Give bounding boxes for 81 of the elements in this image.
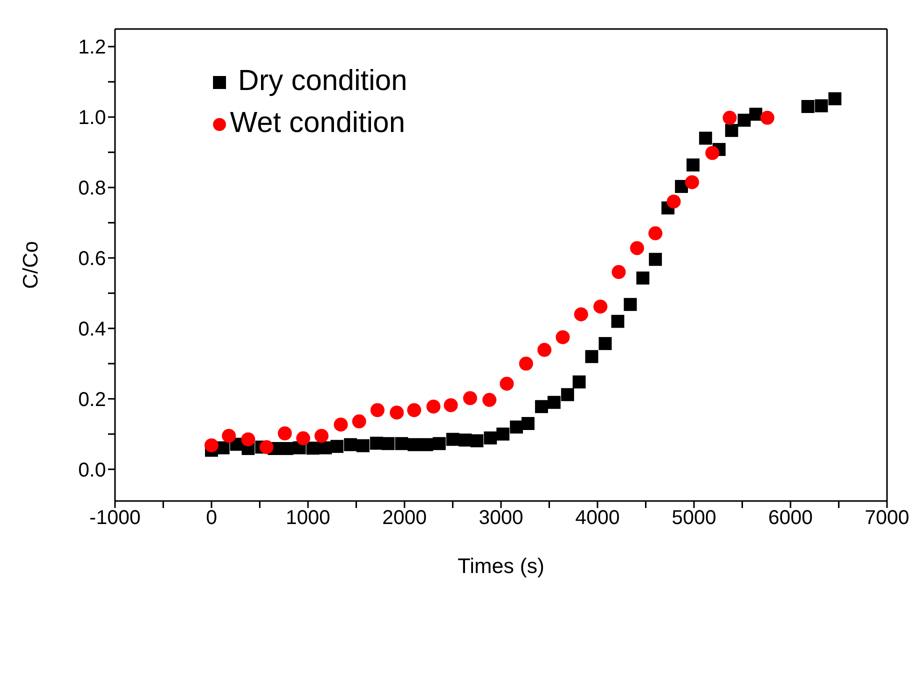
point bbox=[666, 194, 681, 209]
point bbox=[636, 272, 650, 285]
point bbox=[760, 110, 774, 125]
legend-label: Dry condition bbox=[237, 65, 408, 97]
y-tick-label: 1.2 bbox=[78, 36, 106, 59]
point bbox=[561, 388, 574, 402]
point bbox=[407, 403, 422, 418]
point bbox=[749, 108, 762, 121]
point bbox=[828, 92, 842, 106]
point bbox=[556, 330, 570, 344]
x-tick-label: -1000 bbox=[89, 507, 141, 530]
x-tick-label: 2000 bbox=[382, 507, 427, 530]
point bbox=[444, 398, 458, 412]
point bbox=[370, 403, 384, 418]
point bbox=[593, 300, 608, 314]
x-tick-label: 6000 bbox=[768, 507, 813, 530]
y-tick-label: 0.4 bbox=[78, 318, 106, 341]
y-tick-label: 0.2 bbox=[78, 388, 106, 411]
point bbox=[548, 396, 561, 409]
point bbox=[432, 437, 446, 450]
point bbox=[686, 158, 700, 172]
point bbox=[306, 442, 320, 455]
point bbox=[500, 376, 514, 391]
y-tick-label: 1.0 bbox=[78, 107, 106, 130]
point bbox=[705, 146, 720, 160]
point bbox=[624, 298, 637, 311]
point bbox=[395, 437, 408, 450]
point bbox=[470, 434, 484, 448]
point bbox=[648, 252, 662, 266]
point bbox=[585, 350, 598, 364]
x-tick-label: 1000 bbox=[286, 507, 330, 530]
point bbox=[446, 432, 460, 446]
point bbox=[510, 420, 523, 434]
point bbox=[738, 114, 751, 127]
point bbox=[496, 428, 510, 441]
point bbox=[535, 400, 548, 414]
point bbox=[612, 265, 626, 280]
point bbox=[463, 391, 478, 406]
point bbox=[484, 431, 497, 444]
point bbox=[241, 432, 256, 446]
point bbox=[814, 99, 828, 112]
point bbox=[296, 431, 310, 446]
x-axis-title: Times (s) bbox=[458, 555, 544, 578]
point bbox=[522, 417, 535, 430]
point bbox=[572, 375, 586, 388]
point bbox=[334, 418, 348, 432]
point bbox=[722, 110, 737, 125]
point bbox=[482, 392, 496, 407]
point bbox=[260, 440, 274, 454]
point bbox=[222, 428, 236, 443]
point bbox=[648, 226, 662, 240]
point bbox=[382, 437, 395, 450]
x-tick-label: 3000 bbox=[478, 507, 524, 530]
point bbox=[537, 342, 552, 357]
point bbox=[685, 175, 700, 190]
x-tick-label: 4000 bbox=[575, 507, 620, 530]
y-axis-title: C/Co bbox=[19, 241, 42, 289]
point bbox=[630, 241, 644, 256]
x-tick-label: 5000 bbox=[672, 507, 716, 530]
point bbox=[801, 100, 814, 113]
point bbox=[699, 132, 712, 145]
point bbox=[725, 124, 738, 137]
point bbox=[330, 440, 344, 453]
legend-label: Wet condition bbox=[230, 107, 406, 139]
y-tick-label: 0.0 bbox=[78, 459, 106, 482]
point bbox=[390, 406, 404, 420]
x-tick-label: 7000 bbox=[864, 507, 910, 530]
point bbox=[611, 314, 624, 328]
point bbox=[278, 426, 292, 440]
y-tick-label: 0.6 bbox=[78, 248, 106, 270]
y-tick-label: 0.8 bbox=[78, 178, 106, 200]
x-tick-label: 0 bbox=[206, 507, 218, 530]
point bbox=[352, 414, 366, 428]
point bbox=[574, 307, 588, 322]
point bbox=[426, 400, 440, 414]
point bbox=[598, 337, 612, 350]
point bbox=[204, 438, 218, 452]
point bbox=[519, 356, 534, 371]
point bbox=[356, 439, 370, 452]
point bbox=[314, 428, 329, 443]
point bbox=[344, 438, 357, 452]
